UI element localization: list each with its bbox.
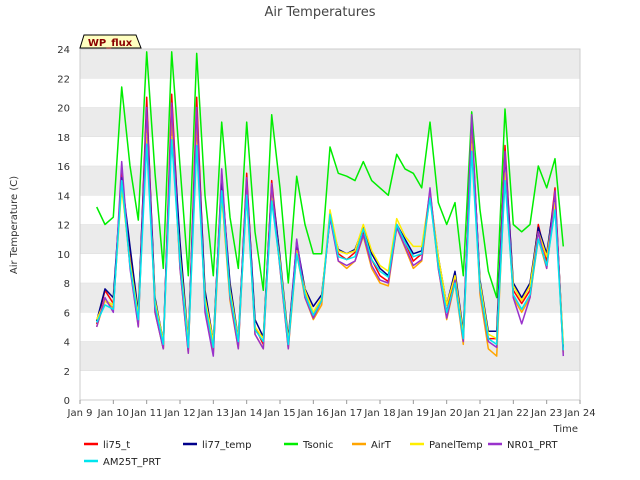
x-tick-label: Jan 14: [230, 408, 262, 419]
y-tick-label: 6: [64, 308, 70, 319]
grid-band: [80, 78, 580, 108]
x-tick-label: Jan 16: [297, 408, 329, 419]
x-tick-label: Jan 18: [363, 408, 395, 419]
y-tick-label: 24: [57, 45, 70, 56]
x-axis-label: Time: [553, 424, 578, 435]
y-tick-label: 18: [57, 133, 70, 144]
y-tick-label: 16: [57, 162, 70, 173]
legend-label: li75_t: [103, 440, 130, 451]
x-tick-label: Jan 10: [97, 408, 129, 419]
y-tick-label: 12: [57, 221, 70, 232]
y-axis-label: Air Temperature (C): [9, 176, 20, 274]
x-tick-labels: Jan 9 Jan 10 Jan 11 Jan 12 Jan 13 Jan 14 Jan 1…: [67, 400, 596, 419]
series-lines: [95, 51, 565, 357]
x-tick-label: Jan 19: [397, 408, 429, 419]
x-tick-label: Jan 15: [263, 408, 295, 419]
y-tick-label: 14: [57, 191, 70, 202]
grid-band: [80, 224, 580, 254]
legend-label: AirT: [371, 440, 392, 451]
series-line-AM25T_PRT: [96, 138, 565, 351]
x-tick-label: Jan 20: [430, 408, 462, 419]
legend-label: PanelTemp: [429, 440, 483, 451]
y-tick-label: 0: [64, 396, 70, 407]
legend: li75_t li77_temp Tsonic AirT PanelTemp NR01_P…: [84, 440, 558, 468]
grid-band: [80, 370, 580, 400]
grid-band: [80, 312, 580, 342]
grid-band: [80, 341, 580, 371]
y-tick-label: 8: [64, 279, 70, 290]
legend-label: NR01_PRT: [507, 440, 558, 451]
plot-frame: [79, 48, 581, 401]
site-badge-shape: [79, 34, 142, 49]
y-tick-label: 2: [64, 367, 70, 378]
x-tick-label: Jan 22: [497, 408, 529, 419]
chart-title: Air Temperatures: [264, 5, 375, 20]
legend-label: li77_temp: [202, 440, 251, 451]
x-tick-label: Jan 24: [563, 408, 595, 419]
grid-bands: [80, 49, 580, 401]
series-line-Tsonic: [96, 51, 565, 299]
x-tick-label: Jan 13: [197, 408, 229, 419]
y-tick-label: 10: [57, 250, 70, 261]
legend-label: AM25T_PRT: [103, 457, 162, 468]
grid-band: [80, 166, 580, 196]
x-tick-label: Jan 11: [130, 408, 162, 419]
x-tick-label: Jan 9: [67, 408, 93, 419]
site-badge-label: WP_flux: [88, 38, 133, 49]
grid-band: [80, 253, 580, 283]
x-tick-label: Jan 21: [463, 408, 495, 419]
y-tick-label: 4: [64, 338, 70, 349]
grid-band: [80, 107, 580, 137]
y-tick-label: 20: [57, 104, 70, 115]
legend-label: Tsonic: [302, 440, 333, 451]
x-tick-label: Jan 12: [163, 408, 195, 419]
x-tick-label: Jan 23: [530, 408, 562, 419]
grid-band: [80, 49, 580, 79]
y-tick-label: 22: [57, 74, 70, 85]
x-tick-label: Jan 17: [330, 408, 362, 419]
site-badge: WP_flux: [79, 34, 142, 49]
